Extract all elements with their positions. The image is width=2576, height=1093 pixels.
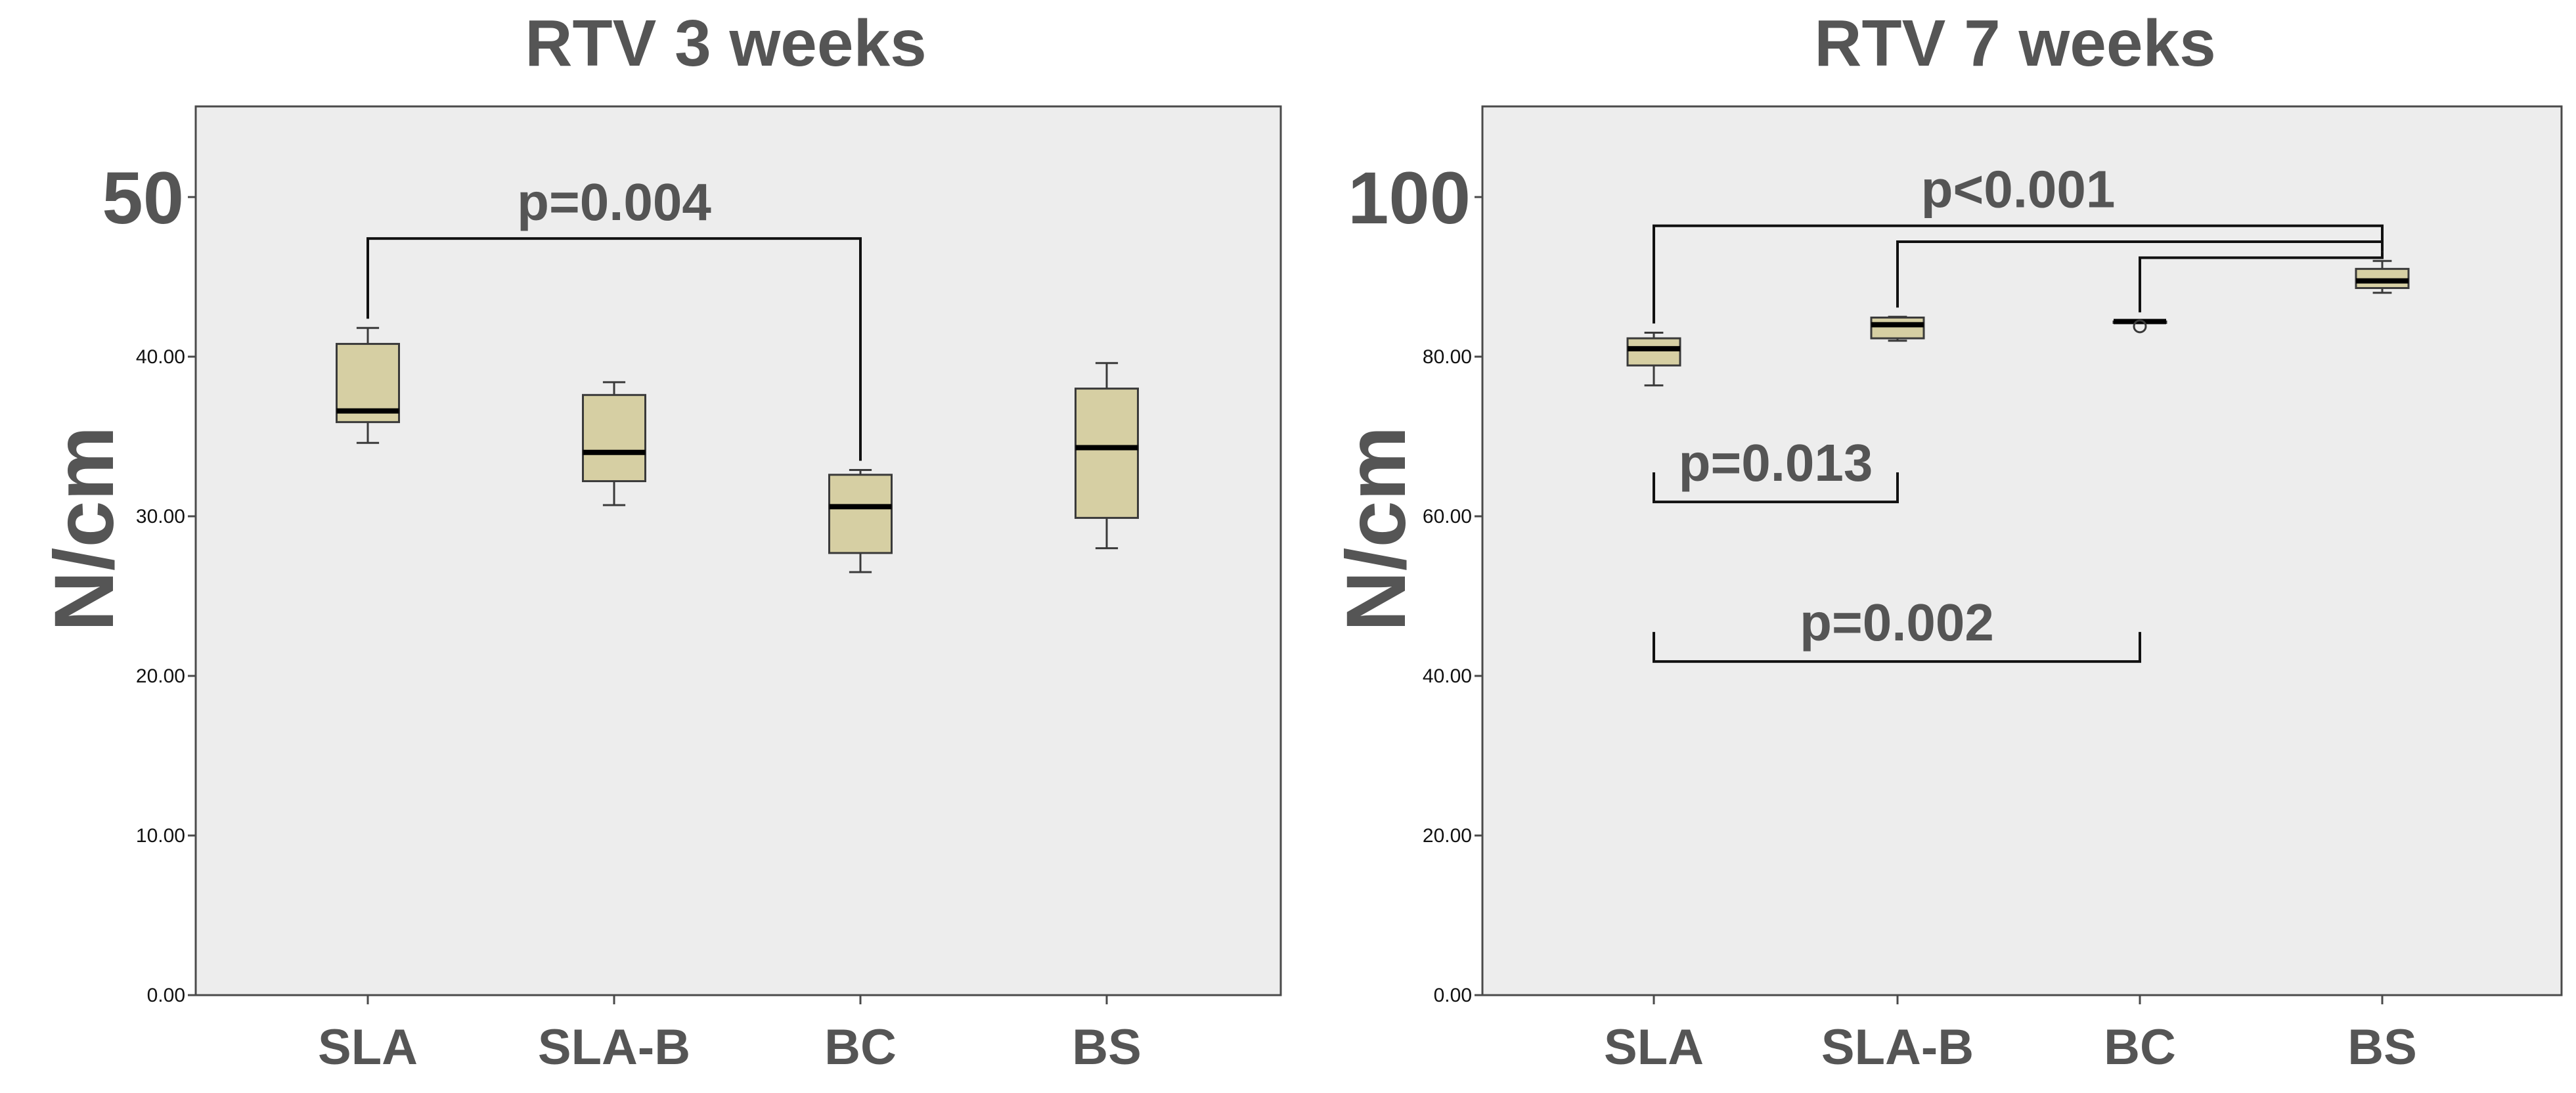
box-sla bbox=[1626, 332, 1681, 387]
category-label-sla-b: SLA-B bbox=[1821, 1019, 1974, 1075]
bracket-line bbox=[2139, 252, 2384, 313]
y-axis-label: N/cm bbox=[1329, 426, 1423, 632]
box-bc bbox=[828, 469, 893, 573]
box-body bbox=[1075, 388, 1139, 519]
category-label-bs: BS bbox=[2347, 1019, 2417, 1075]
significance-bracket-sla-sla-b: p=0.013 bbox=[1653, 434, 1899, 504]
panel-rtv-3-weeks: RTV 3 weeks N/cm 0.00 10.00 20.00 30.00 40.00 5… bbox=[37, 7, 1282, 1075]
y-tick-label: 10.00 bbox=[136, 825, 185, 847]
box-bs bbox=[1075, 362, 1139, 550]
outlier-point bbox=[2133, 319, 2147, 334]
bracket-line bbox=[1653, 632, 2141, 663]
y-tick-label: 40.00 bbox=[1423, 665, 1472, 687]
box-bs bbox=[2355, 259, 2410, 294]
category-label-sla-b: SLA-B bbox=[538, 1019, 690, 1075]
p-value-label: p=0.013 bbox=[1679, 434, 1873, 492]
y-tick-label: 80.00 bbox=[1423, 346, 1472, 368]
bracket-line bbox=[1653, 472, 1899, 504]
category-label-bc: BC bbox=[2104, 1019, 2176, 1075]
bracket-line bbox=[366, 237, 862, 461]
category-label-sla: SLA bbox=[1604, 1019, 1704, 1075]
box-sla bbox=[336, 326, 400, 444]
box-sla-b bbox=[1870, 315, 1925, 342]
significance-bracket-bc-bs bbox=[2139, 252, 2384, 313]
category-label-sla: SLA bbox=[318, 1019, 418, 1075]
y-tick-label: 0.00 bbox=[147, 985, 185, 1006]
chart-title: RTV 3 weeks bbox=[525, 7, 926, 80]
p-value-label: p=0.002 bbox=[1800, 593, 1994, 652]
box-body bbox=[828, 474, 893, 554]
bracket-line bbox=[1896, 240, 2384, 308]
bracket-line bbox=[1653, 224, 2384, 324]
significance-bracket-sla-b-bs bbox=[1896, 240, 2384, 308]
p-value-label: p=0.004 bbox=[517, 173, 711, 231]
y-tick-label-top: 50 bbox=[102, 157, 184, 239]
p-value-label: p<0.001 bbox=[1921, 160, 2116, 219]
plot-area bbox=[194, 105, 1282, 996]
y-tick-label: 20.00 bbox=[136, 665, 185, 687]
y-tick-label-top: 100 bbox=[1348, 157, 1471, 239]
box-body bbox=[1870, 316, 1925, 340]
y-tick-label: 0.00 bbox=[1434, 985, 1472, 1006]
box-bc bbox=[2112, 319, 2167, 324]
y-tick-label: 20.00 bbox=[1423, 825, 1472, 847]
significance-bracket-sla-bc: p=0.004 bbox=[366, 173, 862, 461]
box-body bbox=[1626, 337, 1681, 367]
y-tick-label: 60.00 bbox=[1423, 506, 1472, 527]
significance-bracket-sla-bs: p<0.001 bbox=[1653, 160, 2384, 324]
panel-rtv-7-weeks: RTV 7 weeks N/cm 0.00 20.00 40.00 60.00 80.00 1… bbox=[1329, 7, 2563, 1075]
plot-area bbox=[1481, 105, 2563, 996]
chart-title: RTV 7 weeks bbox=[1814, 7, 2215, 80]
category-label-bs: BS bbox=[1072, 1019, 1142, 1075]
significance-bracket-sla-bc: p=0.002 bbox=[1653, 593, 2141, 663]
y-tick-label: 40.00 bbox=[136, 346, 185, 368]
y-axis-label: N/cm bbox=[37, 426, 131, 632]
category-label-bc: BC bbox=[824, 1019, 897, 1075]
box-sla-b bbox=[582, 381, 646, 506]
box-body bbox=[582, 393, 646, 483]
y-tick-label: 30.00 bbox=[136, 506, 185, 527]
